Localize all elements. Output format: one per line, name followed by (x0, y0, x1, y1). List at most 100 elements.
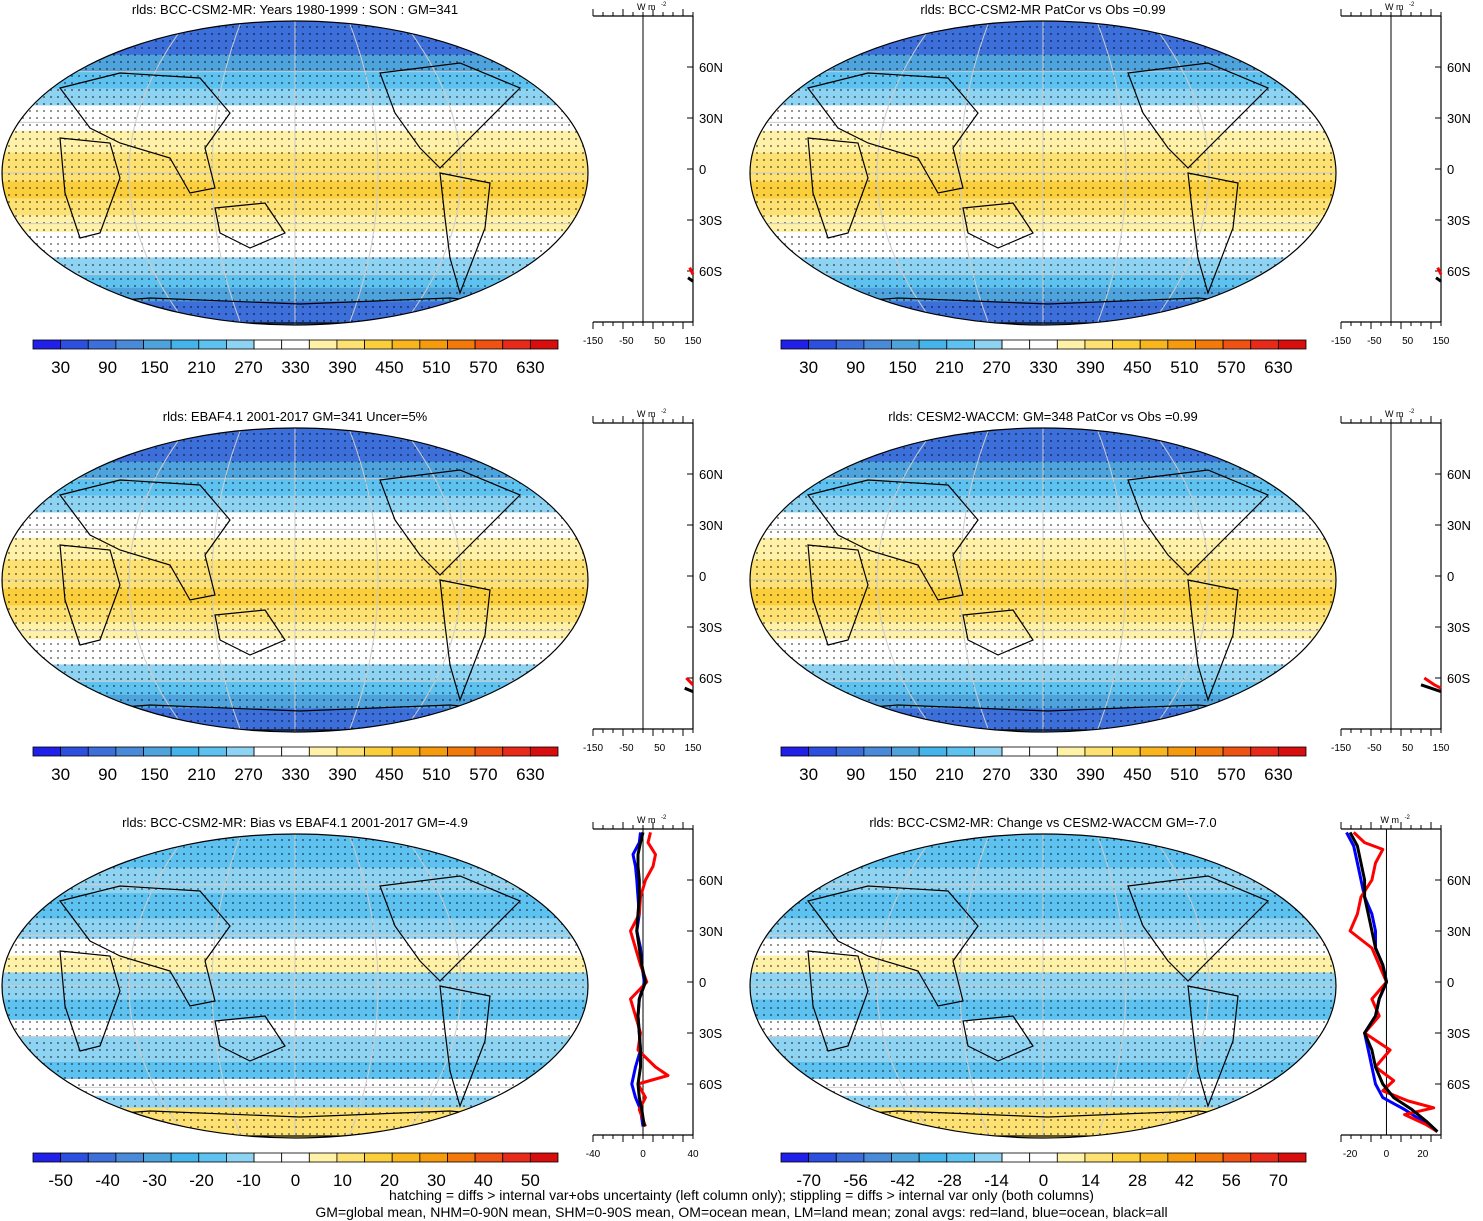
colorbar-segment (32, 746, 62, 757)
coastline (59, 544, 121, 646)
colorbar-segment (1250, 746, 1279, 757)
colorbar-tick-label: 450 (1123, 358, 1151, 377)
colorbar: -50 -40 -30 -20 -10 0 10 20 30 40 50 (32, 1152, 559, 1190)
longitude-gridline (1150, 428, 1210, 732)
coastline (1187, 985, 1239, 1108)
colorbar-tick-label: 270 (982, 765, 1010, 784)
colorbar-segment (419, 1152, 448, 1163)
zonal-lat-label: 60N (1447, 60, 1471, 75)
footer-line-1: hatching = diffs > internal var+obs unce… (389, 1187, 1094, 1203)
colorbar-segment (143, 746, 172, 757)
zonal-x-label: 50 (1402, 336, 1414, 347)
map-plot (749, 833, 1337, 1139)
colorbar-tick-label: -70 (796, 1171, 821, 1190)
zonal-unit-superscript: -2 (1404, 815, 1410, 821)
zonal-x-label: -150 (583, 743, 603, 754)
zonal-x-label: 150 (685, 743, 702, 754)
zonal-line-all (635, 832, 647, 1127)
colorbar-segment (974, 746, 1003, 757)
colorbar-tick-label: -50 (48, 1171, 73, 1190)
colorbar-tick-label: -10 (236, 1171, 261, 1190)
colorbar-segment (835, 1152, 865, 1163)
colorbar-segment (1250, 1152, 1279, 1163)
zonal-lat-label: 0 (699, 975, 706, 990)
coastline (962, 202, 1034, 249)
colorbar-segment (1139, 746, 1169, 757)
colorbar-segment (281, 339, 310, 350)
colorbar-tick-label: -40 (95, 1171, 120, 1190)
zonal-mean-plot: W m -2 60N 30N 0 30S 60S -20 0 20 (1340, 815, 1471, 1160)
colorbar-segment (918, 339, 948, 350)
coastline (379, 875, 522, 982)
zonal-line-all (687, 276, 694, 283)
colorbar-segment (60, 1152, 89, 1163)
zonal-x-label: 150 (1433, 743, 1450, 754)
colorbar-segment (918, 1152, 948, 1163)
zonal-mean-plot: W m -2 60N 30N 0 30S 60S -150 -50 50 150 (1331, 409, 1471, 754)
panel-p5: rlds: BCC-CSM2-MR: Bias vs EBAF4.1 2001-… (0, 813, 741, 1219)
zonal-unit-superscript: -2 (1409, 2, 1415, 8)
colorbar-segment (1167, 1152, 1196, 1163)
panel-p4: rlds: CESM2-WACCM: GM=348 PatCor vs Obs … (748, 407, 1483, 813)
colorbar-segment (143, 1152, 172, 1163)
zonal-mean-plot: W m -2 60N 30N 0 30S 60S -150 -50 50 150 (583, 2, 723, 347)
zonal-x-label: -40 (586, 1149, 601, 1160)
colorbar-segment (1139, 339, 1169, 350)
coastline (962, 609, 1034, 656)
colorbar-tick-label: 90 (846, 358, 865, 377)
map-border (749, 833, 1337, 1139)
colorbar-tick-label: 390 (328, 358, 356, 377)
colorbar-segment (1084, 746, 1113, 757)
colorbar-tick-label: 510 (422, 358, 450, 377)
zonal-lat-label: 30N (699, 518, 723, 533)
longitude-gridline (128, 21, 188, 325)
zonal-line-all (1435, 276, 1442, 283)
coastline (806, 72, 979, 194)
coastline (214, 609, 286, 656)
colorbar-segment (1167, 746, 1196, 757)
zonal-x-label: -50 (619, 336, 634, 347)
colorbar-segment (1195, 1152, 1224, 1163)
colorbar-tick-label: 270 (234, 358, 262, 377)
colorbar-segment (1029, 339, 1058, 350)
colorbar-segment (1056, 746, 1086, 757)
longitude-gridline (876, 834, 936, 1138)
zonal-lat-label: 0 (1447, 975, 1454, 990)
colorbar-segment (419, 339, 448, 350)
coastline (1127, 875, 1270, 982)
colorbar-segment (891, 339, 920, 350)
colorbar: -70 -56 -42 -28 -14 0 14 28 42 56 70 (780, 1152, 1307, 1190)
colorbar-tick-label: 28 (1128, 1171, 1147, 1190)
coastline (58, 72, 231, 194)
colorbar-segment (447, 746, 476, 757)
zonal-lat-label: 30S (699, 1026, 722, 1041)
colorbar-segment (143, 339, 172, 350)
colorbar-tick-label: -42 (890, 1171, 915, 1190)
map-plot (749, 427, 1337, 733)
zonal-lat-label: 30S (1447, 620, 1470, 635)
zonal-unit-label: W m (1385, 2, 1404, 12)
colorbar-tick-label: -28 (937, 1171, 962, 1190)
colorbar-segment (529, 746, 559, 757)
colorbar-segment (891, 1152, 920, 1163)
longitude-gridline (1096, 428, 1127, 732)
colorbar-segment (391, 746, 421, 757)
zonal-lat-label: 60S (1447, 671, 1470, 686)
colorbar-segment (198, 339, 227, 350)
colorbar-tick-label: 90 (846, 765, 865, 784)
map-title: rlds: BCC-CSM2-MR: Bias vs EBAF4.1 2001-… (122, 815, 468, 830)
colorbar-segment (835, 746, 865, 757)
colorbar-segment (1250, 339, 1279, 350)
colorbar-segment (1277, 746, 1307, 757)
zonal-lat-label: 0 (1447, 162, 1454, 177)
colorbar-segment (32, 1152, 62, 1163)
longitude-gridline (348, 428, 379, 732)
coastline (214, 202, 286, 249)
zonal-lat-label: 60S (699, 1077, 722, 1092)
colorbar-segment (1222, 339, 1252, 350)
zonal-lat-label: 60N (699, 60, 723, 75)
colorbar-segment (60, 339, 89, 350)
longitude-gridline (876, 21, 936, 325)
zonal-lat-label: 60S (699, 264, 722, 279)
zonal-lat-label: 30N (1447, 111, 1471, 126)
